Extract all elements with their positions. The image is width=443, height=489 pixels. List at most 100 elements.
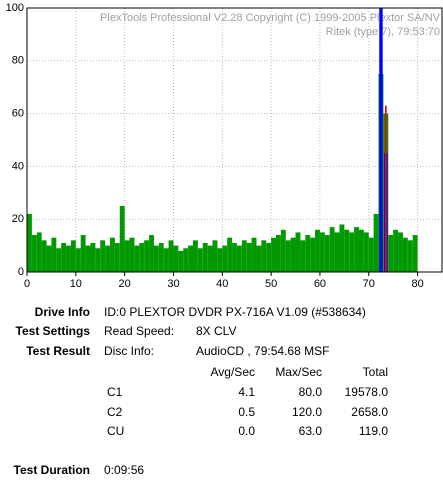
bar	[402, 237, 408, 272]
bar	[80, 235, 86, 272]
bar	[339, 224, 345, 272]
bar	[384, 105, 387, 273]
bar	[193, 240, 198, 272]
plot-area	[27, 8, 442, 272]
cell: 4.1	[238, 385, 255, 399]
column-header: Max/Sec	[275, 365, 322, 379]
value: ID:0 PLEXTOR DVDR PX-716A V1.09 (#538634…	[104, 305, 366, 319]
bar	[139, 242, 145, 272]
chart: PlexTools Professional V2.28 Copyright (…	[6, 2, 443, 290]
plot-frame	[26, 7, 443, 273]
bar	[256, 245, 262, 272]
bar	[188, 245, 193, 272]
bar	[388, 235, 394, 272]
bar	[212, 240, 218, 272]
bar	[129, 237, 135, 272]
bar	[373, 213, 379, 272]
value: AudioCD , 79:54.68 MSF	[196, 344, 330, 358]
bar	[207, 245, 213, 272]
bar	[114, 242, 120, 272]
bar	[197, 248, 203, 272]
bar	[144, 240, 150, 272]
bar	[163, 248, 169, 272]
label: Test Duration	[13, 463, 90, 477]
bar	[27, 213, 32, 272]
bar	[363, 232, 369, 272]
bar	[134, 245, 140, 272]
y-tick-label: 40	[12, 160, 24, 172]
bar	[329, 227, 335, 272]
bar	[246, 242, 252, 272]
bar	[105, 245, 110, 272]
bar	[90, 242, 96, 272]
bar	[173, 245, 179, 272]
key: Disc Info:	[104, 344, 155, 358]
bar	[280, 229, 286, 272]
x-tick-label: 80	[411, 278, 423, 290]
bar	[56, 248, 62, 272]
chart-subheader: Ritek (type 7), 79:53:70	[326, 26, 440, 38]
bar	[75, 248, 81, 272]
y-tick-label: 0	[18, 266, 24, 278]
bar	[379, 8, 383, 272]
bar	[285, 240, 291, 272]
bar	[61, 242, 67, 272]
x-tick-label: 40	[216, 278, 228, 290]
bar	[359, 229, 364, 272]
bar	[271, 237, 276, 272]
x-tick-label: 70	[363, 278, 375, 290]
bar	[222, 245, 228, 272]
label: Drive Info	[34, 305, 90, 319]
bar	[398, 232, 403, 272]
bar	[251, 237, 257, 272]
label: Test Result	[26, 344, 90, 358]
bar	[295, 232, 301, 272]
x-tick-label: 60	[314, 278, 326, 290]
bar	[119, 206, 125, 272]
bar	[310, 237, 316, 272]
value: 0:09:56	[104, 463, 145, 477]
x-tick-label: 10	[70, 278, 82, 290]
bar	[305, 235, 311, 272]
y-tick-label: 20	[12, 213, 24, 225]
bar	[31, 235, 37, 272]
bar	[153, 245, 159, 272]
y-tick-label: 100	[6, 2, 24, 14]
bar	[36, 232, 42, 272]
x-tick-label: 20	[119, 278, 131, 290]
cell: 19578.0	[344, 385, 388, 399]
row-label: CU	[107, 424, 125, 438]
bar	[368, 237, 374, 272]
column-header: Total	[362, 365, 388, 379]
bar	[354, 227, 359, 272]
bar	[412, 235, 418, 272]
bar	[236, 245, 242, 272]
bar	[95, 248, 101, 272]
x-tick-label: 50	[265, 278, 277, 290]
bar	[315, 229, 320, 272]
y-tick-label: 60	[12, 108, 24, 120]
bar	[217, 248, 223, 272]
bar	[266, 242, 272, 272]
cell: 119.0	[358, 424, 388, 438]
cell: 2658.0	[351, 404, 388, 419]
cell: 120.0	[291, 404, 322, 419]
bar	[324, 235, 330, 272]
bar	[202, 242, 208, 272]
bar	[100, 240, 106, 272]
x-tick-label: 0	[24, 278, 30, 290]
bar	[178, 250, 184, 272]
bar	[344, 229, 350, 272]
bar	[261, 240, 267, 272]
key: Read Speed:	[104, 324, 175, 338]
label: Test Settings	[15, 324, 90, 338]
bar	[110, 237, 115, 272]
bar	[232, 242, 237, 272]
bar	[168, 240, 174, 272]
bar	[158, 242, 164, 272]
column-header: Avg/Sec	[210, 365, 255, 379]
bar	[276, 235, 281, 272]
cell: 80.0	[298, 385, 322, 399]
bar	[85, 245, 91, 272]
